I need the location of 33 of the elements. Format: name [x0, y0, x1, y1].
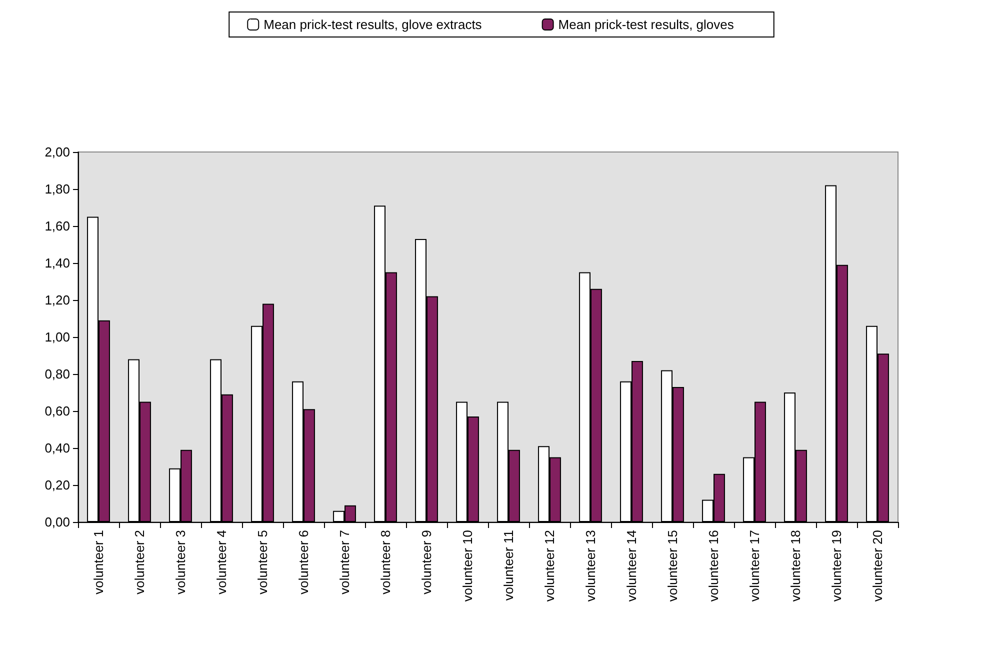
- y-tick-label: 1,80: [44, 182, 70, 196]
- y-tick-label: 0,40: [44, 440, 70, 456]
- y-tick-label: 0,00: [44, 514, 70, 530]
- x-tick-label: volunteer 20: [870, 530, 885, 602]
- x-tick-label: volunteer 4: [214, 530, 229, 594]
- y-tick-label: 1,60: [44, 218, 70, 234]
- x-tick-label: volunteer 10: [460, 530, 475, 602]
- x-tick-label: volunteer 18: [788, 530, 803, 602]
- x-tick-label: volunteer 1: [91, 530, 106, 594]
- x-tick-label: volunteer 5: [255, 530, 270, 594]
- y-tick-label: 0,60: [44, 404, 70, 418]
- x-tick-label: volunteer 2: [132, 530, 147, 594]
- x-tick-label: volunteer 12: [542, 530, 557, 602]
- x-tick-label: volunteer 19: [829, 530, 844, 602]
- legend-label: Mean prick-test results, gloves: [558, 17, 734, 32]
- x-tick-label: volunteer 17: [747, 530, 762, 602]
- x-tick-label: volunteer 16: [706, 530, 721, 602]
- y-tick-label: 1,40: [44, 256, 70, 270]
- x-tick-label: volunteer 7: [337, 530, 352, 594]
- x-tick-label: volunteer 14: [624, 530, 639, 602]
- y-tick-label: 1,20: [44, 292, 70, 308]
- legend-label: Mean prick-test results, glove extracts: [264, 17, 482, 32]
- x-tick-label: volunteer 13: [583, 530, 598, 602]
- x-tick-label: volunteer 3: [173, 530, 188, 594]
- y-tick-label: 1,00: [44, 330, 70, 344]
- x-tick-label: volunteer 9: [419, 530, 434, 594]
- x-tick-label: volunteer 6: [296, 530, 311, 594]
- y-tick-label: 2,00: [44, 144, 70, 160]
- y-tick-label: 0,20: [44, 478, 70, 492]
- x-tick-label: volunteer 11: [501, 530, 516, 601]
- x-tick-label: volunteer 15: [665, 530, 680, 602]
- x-tick-label: volunteer 8: [378, 530, 393, 594]
- y-tick-label: 0,80: [44, 366, 70, 382]
